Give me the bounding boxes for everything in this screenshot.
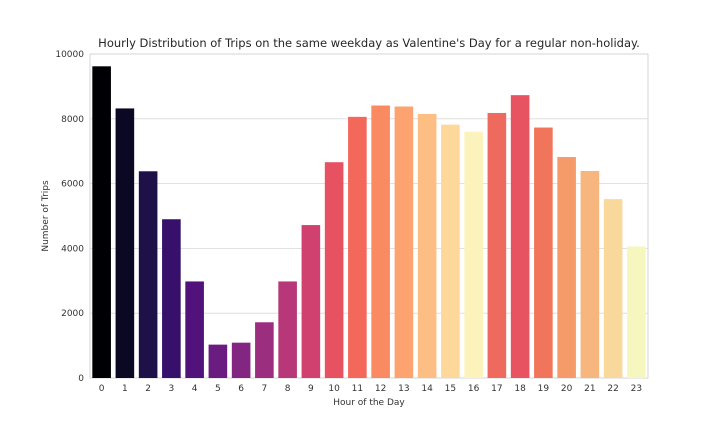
bar-hour-14 bbox=[417, 113, 437, 378]
y-tick-label: 4000 bbox=[61, 244, 84, 254]
x-tick-label: 8 bbox=[285, 384, 291, 394]
x-tick-label: 3 bbox=[169, 384, 175, 394]
x-tick-label: 22 bbox=[607, 384, 618, 394]
bar-hour-12 bbox=[371, 105, 390, 379]
x-tick-label: 23 bbox=[631, 384, 642, 394]
bar-hour-20 bbox=[557, 157, 576, 378]
bar-hour-17 bbox=[487, 112, 507, 378]
x-axis-label: Hour of the Day bbox=[333, 398, 405, 408]
y-tick-label: 2000 bbox=[61, 309, 84, 319]
x-tick-label: 16 bbox=[468, 384, 480, 394]
bar-hour-22 bbox=[603, 199, 623, 378]
x-tick-label: 4 bbox=[192, 384, 198, 394]
x-tick-label: 5 bbox=[215, 384, 221, 394]
bar-hour-23 bbox=[627, 246, 646, 378]
bar-hour-1 bbox=[115, 108, 135, 378]
bar-hour-11 bbox=[348, 116, 367, 378]
x-tick-label: 7 bbox=[262, 384, 268, 394]
x-tick-labels: 0 1 2 3 4 5 6 7 8 9 10 11 12 13 14 15 16 17 18 19 20 21 22 23 bbox=[99, 384, 642, 394]
x-tick-label: 21 bbox=[584, 384, 595, 394]
y-tick-label: 8000 bbox=[61, 115, 84, 125]
bar-hour-0 bbox=[92, 66, 111, 378]
x-tick-label: 0 bbox=[99, 384, 105, 394]
bar-hour-3 bbox=[162, 219, 181, 378]
x-tick-label: 2 bbox=[145, 384, 151, 394]
gridlines bbox=[90, 118, 648, 314]
x-tick-label: 17 bbox=[491, 384, 502, 394]
chart-title: Hourly Distribution of Trips on the same… bbox=[98, 36, 640, 50]
bar-hour-5 bbox=[208, 344, 228, 378]
x-tick-label: 14 bbox=[421, 384, 433, 394]
bar-hour-10 bbox=[324, 162, 344, 378]
bar-hour-9 bbox=[301, 225, 321, 378]
y-tick-label: 0 bbox=[78, 374, 84, 384]
x-tick-label: 6 bbox=[238, 384, 244, 394]
bar-hour-4 bbox=[185, 281, 204, 378]
x-tick-label: 9 bbox=[308, 384, 314, 394]
bars bbox=[92, 66, 646, 379]
plot-area bbox=[89, 53, 649, 379]
bar-hour-6 bbox=[231, 342, 251, 378]
bar-hour-16 bbox=[464, 131, 483, 378]
x-tick-label: 12 bbox=[375, 384, 386, 394]
bar-hour-15 bbox=[441, 124, 460, 378]
y-axis-label: Number of Trips bbox=[41, 180, 51, 252]
y-tick-label: 10000 bbox=[55, 50, 84, 60]
x-tick-label: 10 bbox=[328, 384, 340, 394]
bar-hour-2 bbox=[138, 171, 158, 378]
y-tick-labels: 0 2000 4000 6000 8000 10000 bbox=[55, 50, 84, 384]
x-tick-label: 13 bbox=[398, 384, 409, 394]
x-tick-label: 1 bbox=[122, 384, 128, 394]
bar-hour-8 bbox=[278, 281, 297, 378]
bar-hour-21 bbox=[580, 170, 600, 378]
x-tick-label: 20 bbox=[561, 384, 573, 394]
bar-hour-7 bbox=[255, 322, 274, 378]
x-tick-label: 11 bbox=[352, 384, 363, 394]
x-tick-label: 15 bbox=[445, 384, 456, 394]
x-tick-label: 18 bbox=[514, 384, 526, 394]
x-tick-label: 19 bbox=[538, 384, 550, 394]
y-tick-label: 6000 bbox=[61, 180, 84, 190]
bar-hour-13 bbox=[394, 106, 414, 378]
bar-hour-18 bbox=[510, 95, 530, 378]
bar-hour-19 bbox=[534, 127, 553, 378]
